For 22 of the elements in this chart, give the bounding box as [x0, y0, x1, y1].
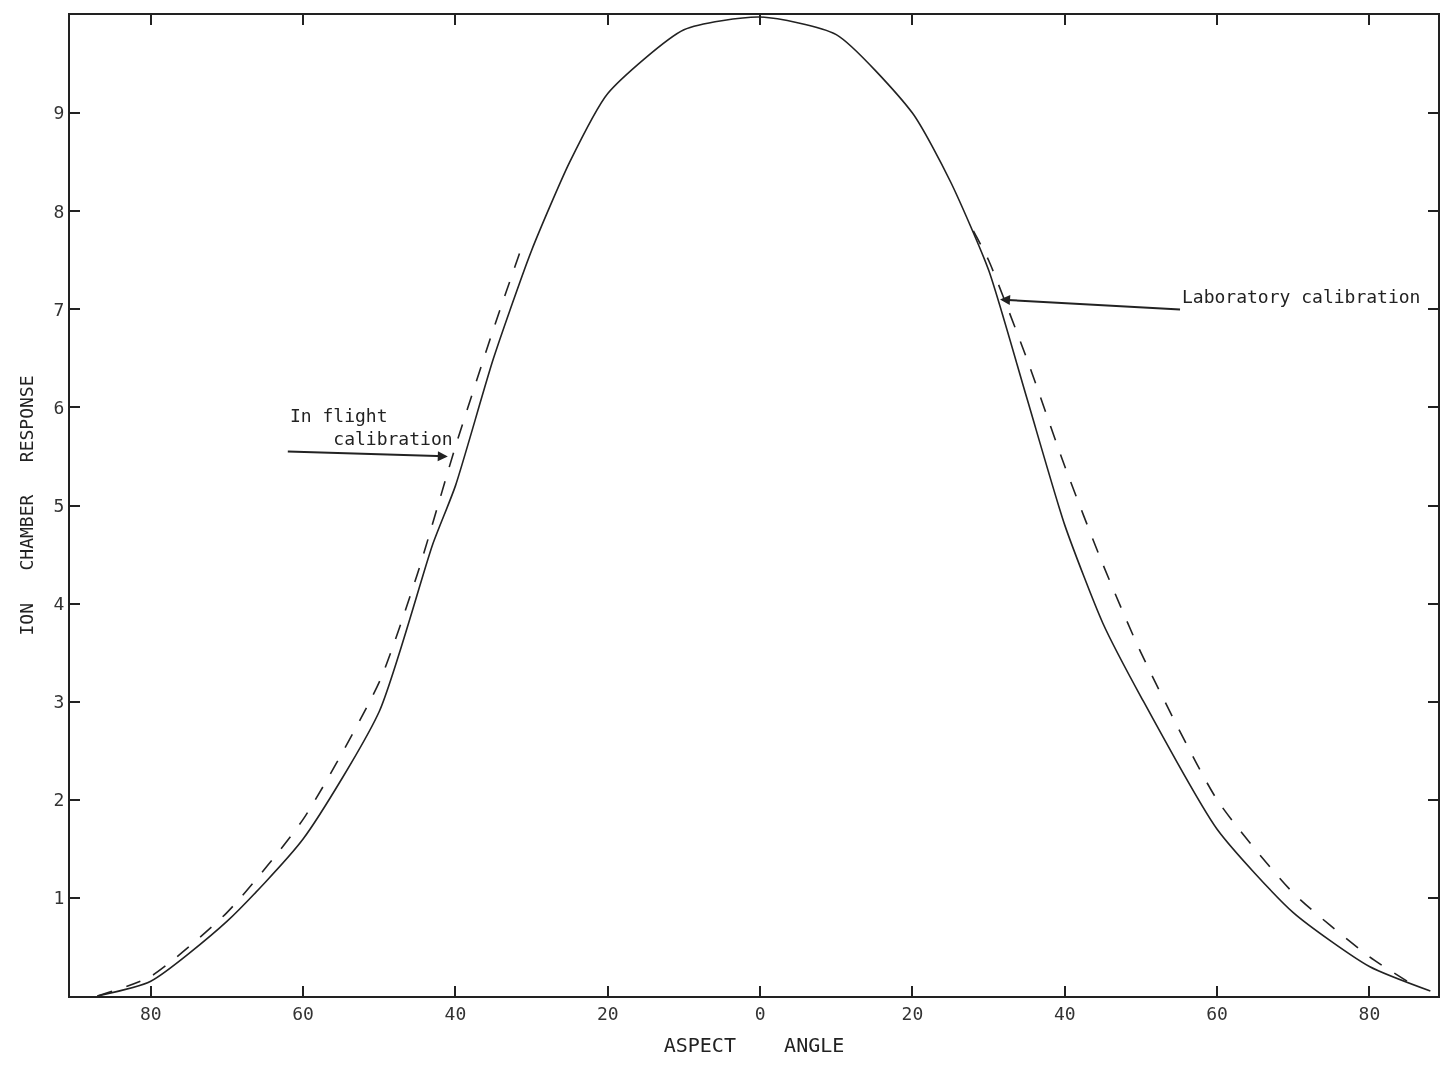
- y-tick-label: 2: [53, 789, 65, 811]
- y-tick-label: 3: [53, 691, 65, 712]
- annotation: Laboratory calibration: [1182, 286, 1421, 307]
- y-tick-label: 1: [53, 887, 65, 909]
- x-axis-title: ASPECT ANGLE: [663, 1032, 845, 1057]
- x-tick-label: 20: [901, 1002, 924, 1024]
- x-tick-label: 40: [444, 1002, 467, 1024]
- y-tick-label: 9: [53, 102, 65, 124]
- x-tick-label: 80: [1358, 1002, 1381, 1024]
- y-tick-label: 7: [53, 298, 65, 320]
- x-tick-label: 40: [1053, 1002, 1076, 1024]
- x-tick-label: 60: [292, 1002, 314, 1024]
- y-tick-label: 8: [53, 200, 65, 222]
- x-tick-label: 20: [596, 1002, 619, 1024]
- annotation: In flight calibration: [290, 405, 453, 450]
- y-tick-label: 6: [53, 396, 65, 418]
- y-axis-title: ION CHAMBER RESPONSE: [16, 375, 38, 636]
- x-tick-label: 0: [754, 1002, 766, 1024]
- x-tick-label: 80: [139, 1002, 162, 1024]
- x-tick-label: 60: [1206, 1002, 1228, 1024]
- y-tick-label: 4: [53, 592, 65, 614]
- y-tick-label: 5: [53, 494, 65, 516]
